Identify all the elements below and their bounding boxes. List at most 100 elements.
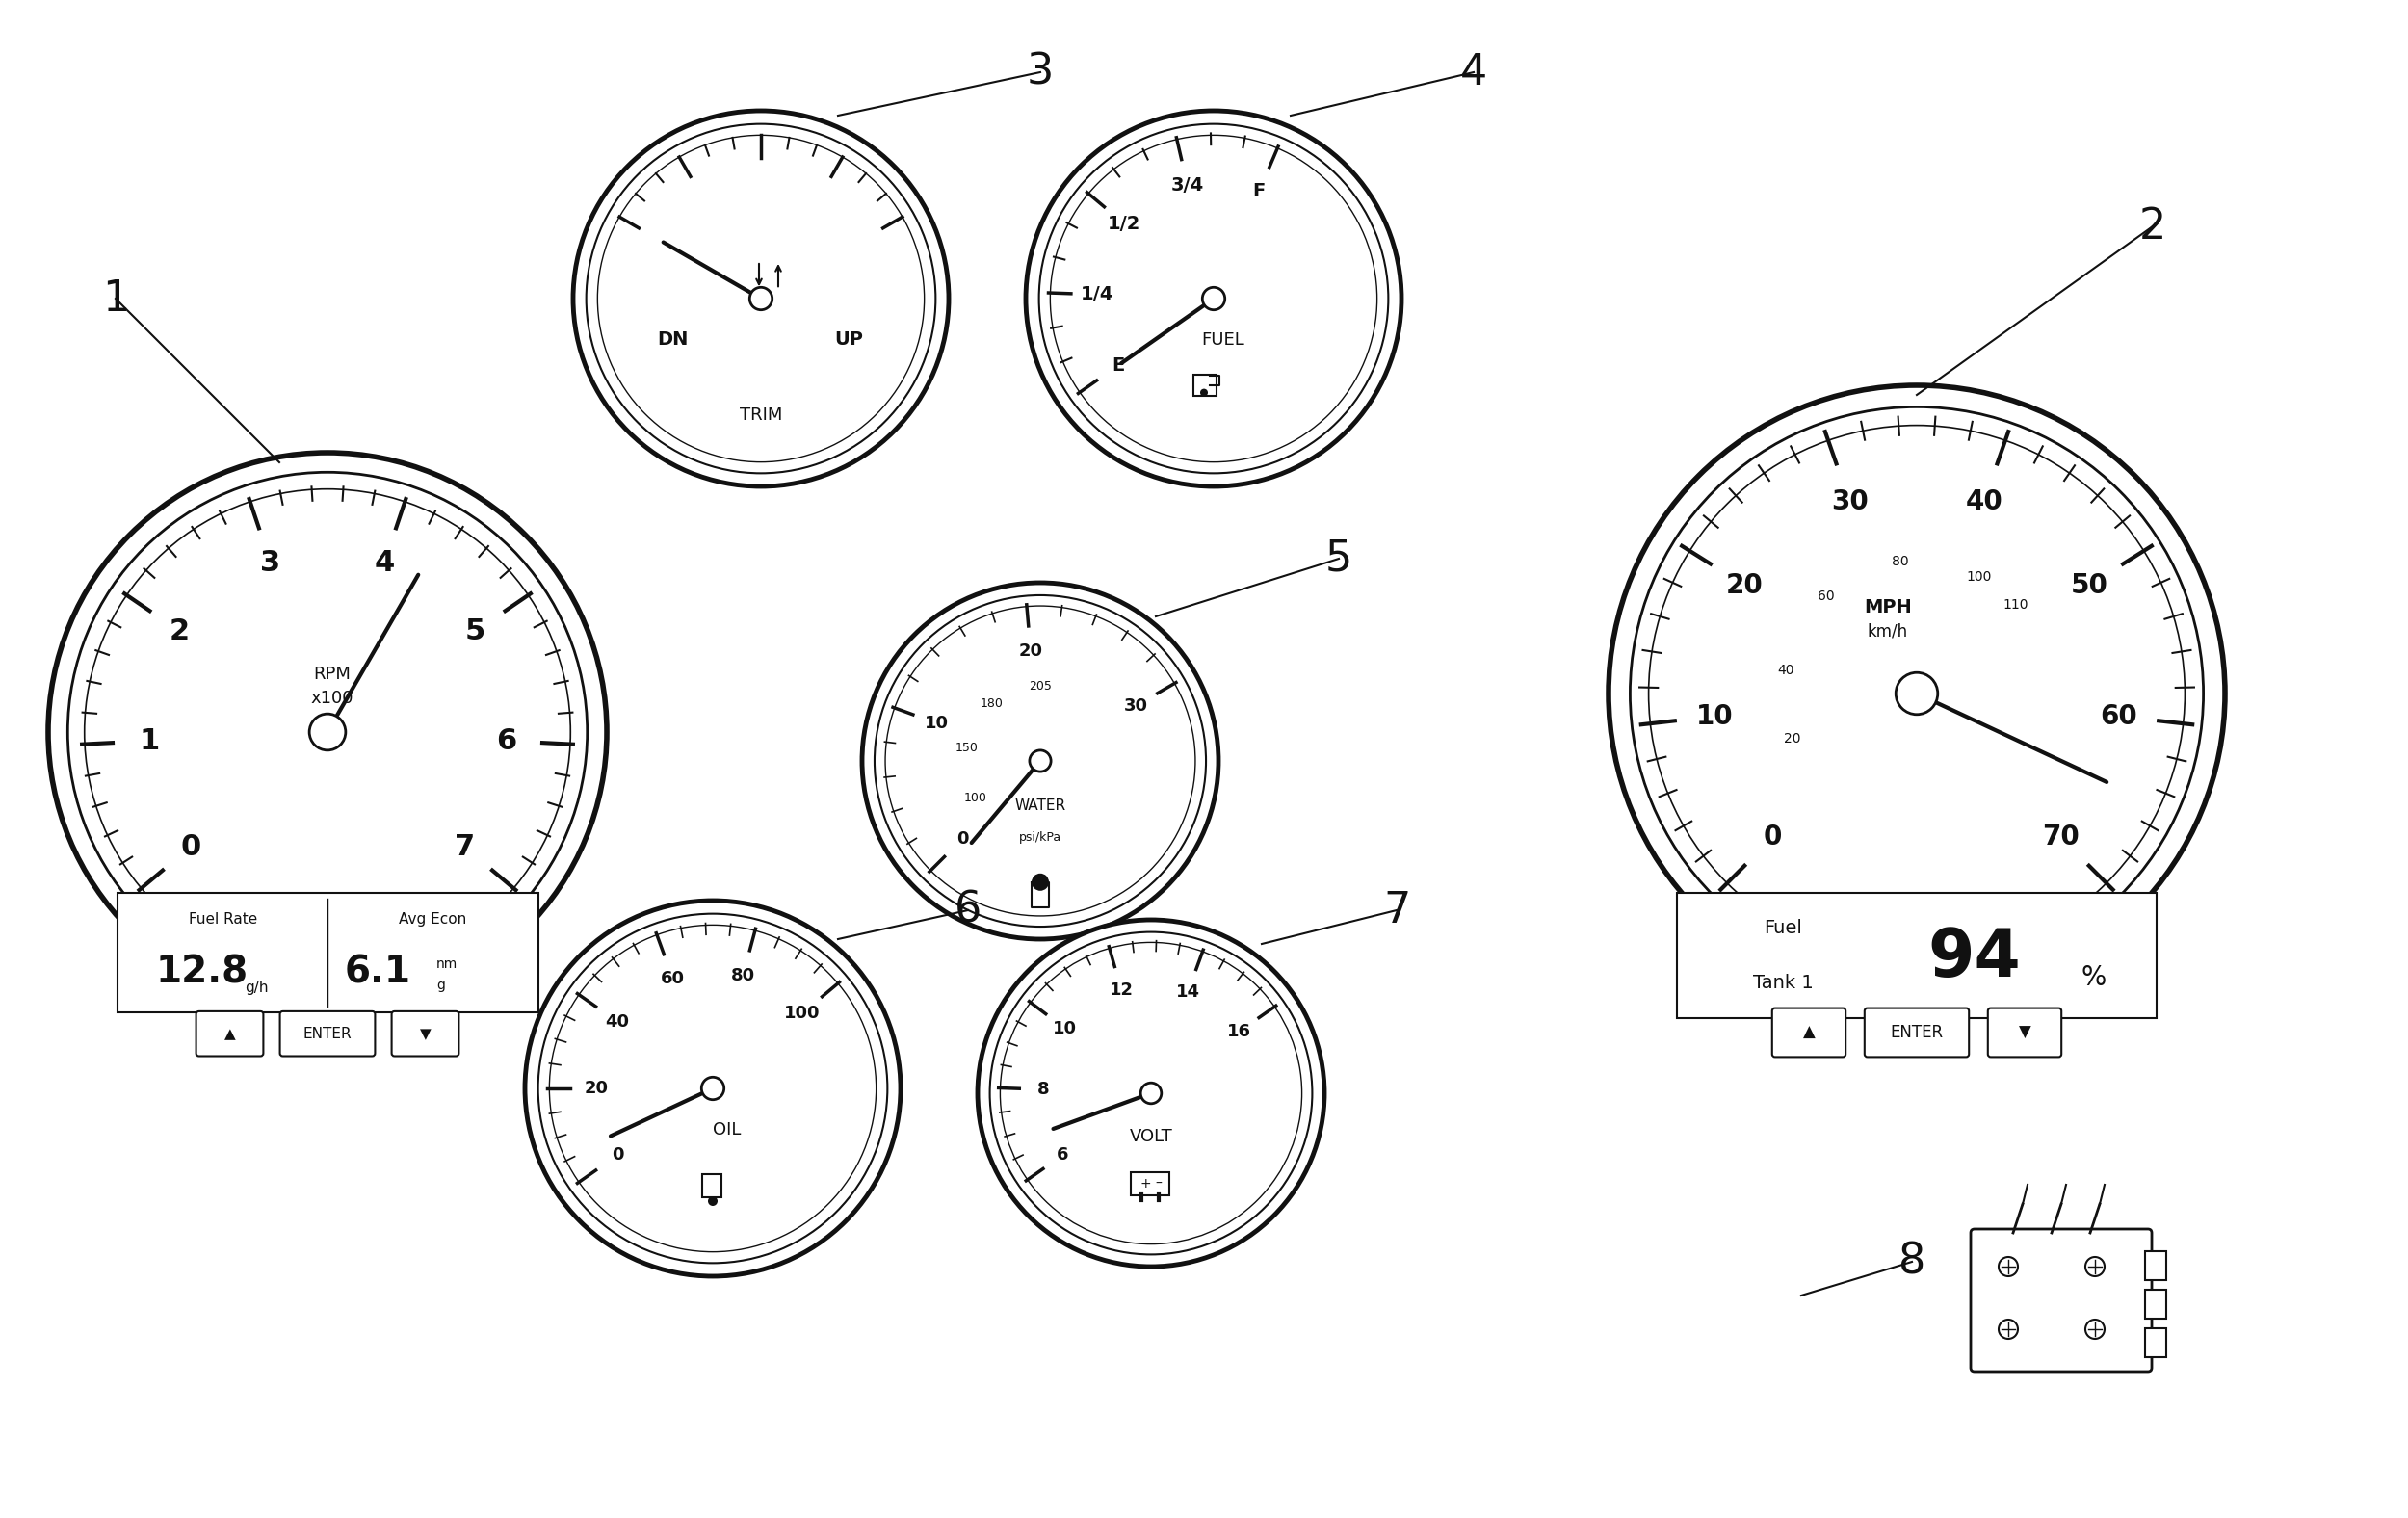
Circle shape <box>708 1196 718 1205</box>
Text: 30: 30 <box>1125 697 1149 715</box>
Text: 60: 60 <box>2100 703 2138 730</box>
Text: km/h: km/h <box>1869 622 1907 639</box>
Text: RPM: RPM <box>313 665 352 683</box>
Circle shape <box>1202 287 1226 310</box>
Text: g/h: g/h <box>246 981 267 996</box>
FancyBboxPatch shape <box>279 1011 376 1057</box>
Text: 3: 3 <box>1026 52 1055 93</box>
Text: 40: 40 <box>604 1013 628 1031</box>
Text: ▼: ▼ <box>419 1026 431 1041</box>
Text: 150: 150 <box>956 742 978 754</box>
Text: 60: 60 <box>660 970 684 988</box>
FancyBboxPatch shape <box>1132 1172 1170 1195</box>
Circle shape <box>1031 873 1050 891</box>
Circle shape <box>749 287 773 310</box>
Circle shape <box>1609 386 2225 1002</box>
Text: Fuel Rate: Fuel Rate <box>188 912 258 927</box>
Circle shape <box>978 920 1324 1266</box>
Text: 2: 2 <box>2138 205 2167 247</box>
Text: 8: 8 <box>1038 1081 1050 1098</box>
Text: 14: 14 <box>1175 984 1199 1000</box>
Text: 0: 0 <box>612 1146 624 1164</box>
Text: 4: 4 <box>373 548 395 577</box>
Text: 10: 10 <box>1052 1020 1076 1037</box>
Text: ▲: ▲ <box>1804 1023 1816 1041</box>
Text: 7: 7 <box>455 833 474 861</box>
Text: 100: 100 <box>1967 569 1991 583</box>
Text: 3/4: 3/4 <box>1170 176 1204 194</box>
Text: WATER: WATER <box>1014 798 1067 812</box>
Text: 80: 80 <box>730 967 756 985</box>
Text: Tank 1: Tank 1 <box>1753 973 1813 991</box>
Text: UP: UP <box>836 331 864 349</box>
Text: 20: 20 <box>1727 572 1763 598</box>
Text: 2: 2 <box>169 618 190 645</box>
Text: FUEL: FUEL <box>1202 331 1245 349</box>
Text: 40: 40 <box>1965 487 2003 515</box>
Text: 1: 1 <box>140 727 159 754</box>
FancyBboxPatch shape <box>1989 1008 2061 1057</box>
Text: E: E <box>1112 357 1125 375</box>
FancyBboxPatch shape <box>2146 1328 2167 1357</box>
Text: 1/2: 1/2 <box>1108 214 1141 232</box>
Text: 20: 20 <box>1019 642 1043 659</box>
Text: TRIM: TRIM <box>739 407 783 424</box>
FancyBboxPatch shape <box>1676 893 2158 1019</box>
Text: 100: 100 <box>963 792 987 805</box>
Text: MPH: MPH <box>1864 598 1912 616</box>
FancyBboxPatch shape <box>2146 1290 2167 1319</box>
FancyBboxPatch shape <box>393 1011 460 1057</box>
Text: 0: 0 <box>956 830 968 847</box>
Circle shape <box>308 713 347 750</box>
Text: ENTER: ENTER <box>303 1026 352 1041</box>
Text: 20: 20 <box>1784 732 1801 745</box>
Circle shape <box>573 111 949 486</box>
Circle shape <box>525 900 901 1277</box>
Text: 10: 10 <box>1695 703 1734 730</box>
Text: 6: 6 <box>954 890 982 931</box>
Text: 4: 4 <box>1459 52 1488 93</box>
Text: +: + <box>1139 1176 1151 1190</box>
Text: nm: nm <box>436 958 458 972</box>
Circle shape <box>1141 1082 1161 1104</box>
Text: 6: 6 <box>1057 1146 1069 1164</box>
Text: 30: 30 <box>1830 487 1869 515</box>
Text: 12: 12 <box>1110 981 1134 999</box>
Text: 16: 16 <box>1228 1023 1252 1040</box>
Text: 205: 205 <box>1028 680 1052 692</box>
Circle shape <box>48 452 607 1011</box>
Circle shape <box>701 1078 725 1099</box>
Text: DN: DN <box>657 331 689 349</box>
Text: 5: 5 <box>1324 537 1353 580</box>
Text: 100: 100 <box>785 1005 821 1022</box>
Text: 1: 1 <box>101 278 130 319</box>
Text: 1/4: 1/4 <box>1081 285 1115 304</box>
Text: 50: 50 <box>2071 572 2107 598</box>
Text: psi/kPa: psi/kPa <box>1019 832 1062 844</box>
Text: VOLT: VOLT <box>1129 1128 1173 1145</box>
Text: 3: 3 <box>260 548 282 577</box>
Text: Fuel: Fuel <box>1763 920 1801 938</box>
Text: ▼: ▼ <box>2018 1023 2030 1041</box>
Text: ENTER: ENTER <box>1890 1023 1943 1041</box>
FancyBboxPatch shape <box>1864 1008 1970 1057</box>
Text: 180: 180 <box>980 697 1004 710</box>
Text: g: g <box>436 979 445 993</box>
Text: 60: 60 <box>1818 591 1835 603</box>
Text: F: F <box>1252 182 1267 200</box>
Text: 6.1: 6.1 <box>344 955 412 991</box>
Text: 20: 20 <box>585 1079 609 1098</box>
Text: 40: 40 <box>1777 663 1794 677</box>
FancyBboxPatch shape <box>1970 1230 2153 1372</box>
FancyBboxPatch shape <box>2146 1251 2167 1280</box>
Text: 8: 8 <box>1898 1242 1926 1283</box>
Circle shape <box>1026 111 1401 486</box>
Text: 80: 80 <box>1893 556 1910 569</box>
Text: 110: 110 <box>2003 598 2028 612</box>
Text: 6: 6 <box>496 727 515 754</box>
Text: 12.8: 12.8 <box>157 955 248 991</box>
Text: 0: 0 <box>181 833 200 861</box>
FancyBboxPatch shape <box>1194 375 1216 396</box>
Circle shape <box>862 583 1218 940</box>
FancyBboxPatch shape <box>1772 1008 1845 1057</box>
